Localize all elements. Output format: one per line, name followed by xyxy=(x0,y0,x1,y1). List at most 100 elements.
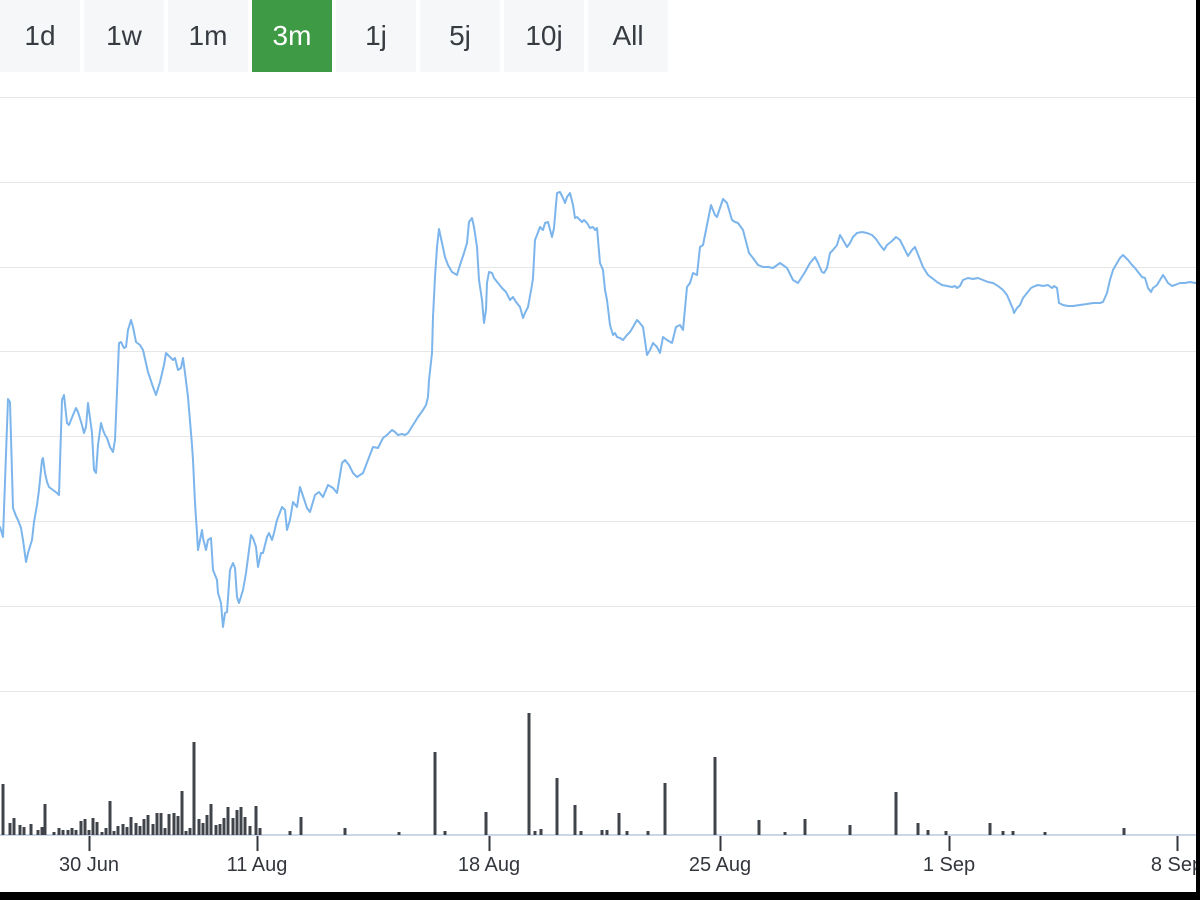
volume-bar xyxy=(43,804,47,835)
range-button-5j[interactable]: 5j xyxy=(420,0,500,72)
volume-bar xyxy=(36,830,40,835)
volume-bar xyxy=(617,813,621,835)
volume-bar xyxy=(176,816,180,835)
volume-bar xyxy=(783,832,787,835)
volume-bar xyxy=(239,807,243,835)
volume-bar xyxy=(288,831,292,835)
volume-bar xyxy=(539,829,543,835)
volume-bar xyxy=(1122,828,1126,835)
volume-bar xyxy=(12,818,16,835)
volume-bar xyxy=(625,831,629,835)
volume-bar xyxy=(663,783,667,835)
volume-bar xyxy=(163,828,167,835)
volume-bar xyxy=(95,822,99,835)
volume-bar xyxy=(197,819,201,835)
volume-bar xyxy=(1043,832,1047,835)
range-button-1m[interactable]: 1m xyxy=(168,0,248,72)
x-axis-label: 1 Sep xyxy=(923,854,975,876)
volume-bar xyxy=(91,818,95,835)
volume-bar xyxy=(121,824,125,835)
volume-bar xyxy=(757,820,761,835)
price-line xyxy=(0,191,1200,628)
volume-bar xyxy=(146,815,150,835)
volume-bar xyxy=(605,830,609,835)
volume-bar xyxy=(218,824,222,835)
range-button-1j[interactable]: 1j xyxy=(336,0,416,72)
volume-bar xyxy=(74,830,78,835)
x-axis-label: 11 Aug xyxy=(227,854,288,876)
volume-bar xyxy=(988,823,992,835)
volume-bar xyxy=(600,830,604,835)
volume-bar xyxy=(533,831,537,835)
range-button-1w[interactable]: 1w xyxy=(84,0,164,72)
volume-bar xyxy=(573,805,577,835)
volume-bar xyxy=(129,817,133,835)
volume-bar xyxy=(243,817,247,835)
volume-bar xyxy=(87,830,91,835)
volume-bar xyxy=(926,830,930,835)
volume-bar xyxy=(61,830,65,835)
volume-bar xyxy=(125,827,129,835)
volume-bar xyxy=(226,807,230,835)
volume-bar xyxy=(112,831,116,835)
range-selector: 1d 1w 1m 3m 1j 5j 10j All xyxy=(0,0,668,72)
volume-bar xyxy=(1011,831,1015,835)
volume-bar xyxy=(155,813,159,835)
volume-bar xyxy=(172,813,176,835)
volume-bar xyxy=(134,823,138,835)
volume-bar xyxy=(108,801,112,835)
volume-bar xyxy=(79,821,83,835)
volume-bar xyxy=(443,831,447,835)
volume-bar xyxy=(83,819,87,835)
range-button-3m[interactable]: 3m xyxy=(252,0,332,72)
volume-bar xyxy=(180,791,184,835)
volume-bar xyxy=(916,823,920,835)
volume-bar xyxy=(52,832,56,835)
screenshot-edge-right xyxy=(1196,0,1200,900)
volume-bar xyxy=(214,825,218,835)
volume-bar xyxy=(231,818,235,835)
volume-bar xyxy=(66,830,70,835)
volume-bar xyxy=(1,784,5,835)
volume-bar xyxy=(555,778,559,835)
x-axis-label: 25 Aug xyxy=(689,854,751,876)
volume-bar xyxy=(205,815,209,835)
volume-bar xyxy=(29,824,33,835)
volume-bar xyxy=(100,832,104,835)
volume-bar xyxy=(258,828,262,835)
x-axis-label: 8 Sep xyxy=(1151,854,1200,876)
volume-bar xyxy=(116,826,120,835)
volume-bar xyxy=(209,804,213,835)
volume-bar xyxy=(104,828,108,835)
volume-bar xyxy=(944,831,948,835)
volume-bar xyxy=(142,819,146,835)
volume-bar xyxy=(527,713,531,835)
volume-bar xyxy=(343,828,347,835)
volume-bar xyxy=(848,825,852,835)
range-button-10j[interactable]: 10j xyxy=(504,0,584,72)
volume-bar xyxy=(484,812,488,835)
volume-bar xyxy=(646,831,650,835)
range-button-1d[interactable]: 1d xyxy=(0,0,80,72)
volume-bar xyxy=(894,792,898,835)
range-button-all[interactable]: All xyxy=(588,0,668,72)
volume-bar xyxy=(22,827,26,835)
volume-bar xyxy=(184,831,188,835)
volume-bar xyxy=(57,828,61,835)
volume-bar xyxy=(235,810,239,835)
volume-bar xyxy=(188,828,192,835)
volume-bar xyxy=(248,826,252,835)
volume-bar xyxy=(70,828,74,835)
volume-bar xyxy=(713,757,717,835)
volume-bar xyxy=(18,825,22,835)
volume-bar xyxy=(397,832,401,835)
volume-bar xyxy=(433,752,437,835)
volume-bar xyxy=(8,823,12,835)
volume-bar xyxy=(40,827,44,835)
volume-bar xyxy=(138,826,142,835)
screenshot-edge-bottom xyxy=(0,892,1200,900)
volume-bar xyxy=(167,814,171,835)
